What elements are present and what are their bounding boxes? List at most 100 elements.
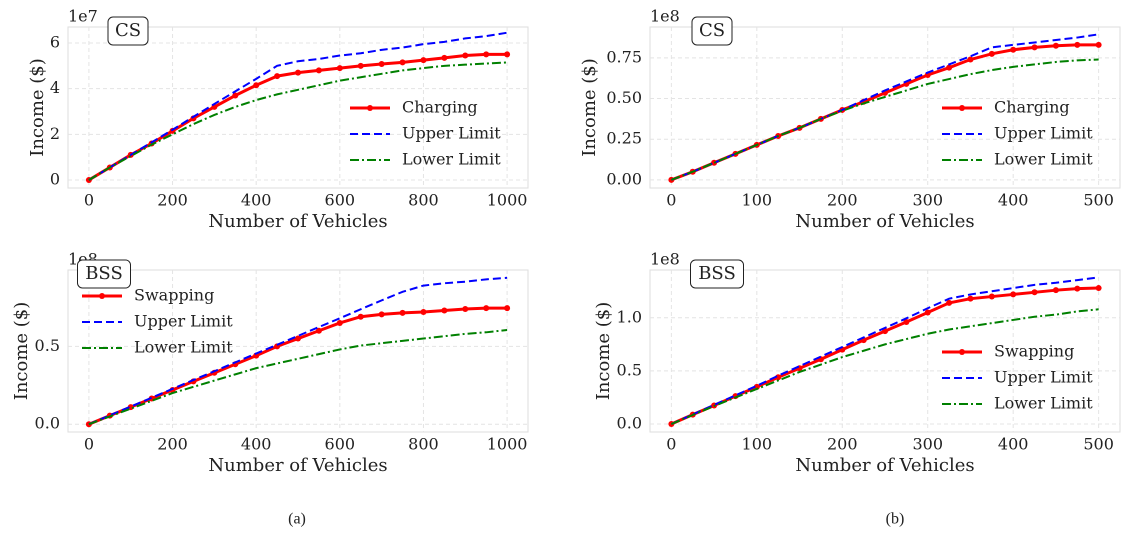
x-tick-label: 300 [912,435,943,454]
legend-label: Charging [402,98,478,117]
plot-area [649,26,1121,189]
data-point [420,309,427,316]
series-line [671,58,1099,181]
data-point [399,309,406,316]
data-point [336,65,343,72]
legend-label: Upper Limit [402,124,501,143]
data-point [315,67,322,74]
y-tick-label: 0.50 [606,88,642,107]
legend-label: Swapping [134,286,214,305]
data-point [378,311,385,318]
x-tick-label: 200 [157,435,188,454]
y-tick-label: 0.25 [606,129,642,148]
data-point [1052,287,1059,294]
legend-label: Upper Limit [134,312,233,331]
data-point [1010,291,1017,298]
y-axis-label: Income ($) [593,302,614,401]
x-tick-label: 400 [241,191,272,210]
x-tick-label: 0 [666,435,676,454]
x-axis-label: Number of Vehicles [208,211,387,232]
x-tick-label: 200 [827,191,858,210]
annotation: BSS [85,263,123,284]
data-point [336,319,343,326]
legend-label: Upper Limit [994,124,1093,143]
y-axis-label: Income ($) [579,58,600,157]
axis-offset: 1e8 [650,7,680,26]
series-line [88,276,508,426]
series-line [88,61,508,181]
y-tick-label: 0.5 [617,360,642,379]
legend-label: Lower Limit [134,338,233,357]
y-tick-label: 0.0 [617,414,642,433]
data-point [1031,44,1038,51]
data-point [232,92,239,99]
data-point [1052,42,1059,49]
axis-offset: 1e8 [650,250,680,269]
data-point [441,54,448,61]
y-tick-label: 1.0 [617,307,642,326]
legend-label: Upper Limit [994,368,1093,387]
x-tick-label: 100 [742,191,773,210]
x-tick-label: 800 [408,191,439,210]
data-point [420,57,427,64]
data-point [946,64,953,71]
data-point [483,305,490,312]
legend-label: Lower Limit [994,394,1093,413]
plot-area [67,269,529,433]
y-tick-label: 4 [50,78,60,97]
data-point [1074,41,1081,48]
y-tick-label: 6 [50,32,60,51]
data-point [504,51,511,58]
x-tick-label: 800 [408,435,439,454]
x-axis-label: Number of Vehicles [795,455,974,476]
legend-marker [99,293,105,299]
data-point [253,352,260,359]
annotation: CS [115,20,141,41]
x-tick-label: 200 [157,191,188,210]
data-point [1095,41,1102,48]
data-point [483,51,490,58]
series-line [88,328,508,426]
y-tick-label: 0.5 [35,336,60,355]
data-point [378,60,385,67]
data-point [967,295,974,302]
y-tick-label: 2 [50,124,60,143]
legend-label: Charging [994,98,1070,117]
data-point [903,319,910,326]
caption: (a) [288,511,306,528]
axis-offset: 1e7 [68,7,98,26]
data-point [1031,289,1038,296]
x-tick-label: 600 [325,435,356,454]
annotation-box [690,259,744,289]
data-point [924,309,931,316]
legend-label: Swapping [994,342,1074,361]
y-tick-label: 0.0 [35,414,60,433]
annotation-box [691,16,733,46]
data-point [399,59,406,66]
data-point [504,305,511,312]
legend-label: Lower Limit [994,150,1093,169]
legend-marker [959,349,965,355]
data-point [1074,285,1081,292]
x-tick-label: 0 [666,191,676,210]
annotation-box [107,16,149,46]
series-line [670,276,1099,425]
legend-marker [959,105,965,111]
x-tick-label: 0 [84,191,94,210]
annotation-box [77,259,131,289]
data-point [462,52,469,59]
x-tick-label: 1000 [487,435,528,454]
x-tick-label: 600 [325,191,356,210]
x-tick-label: 500 [1083,191,1114,210]
x-axis-label: Number of Vehicles [208,455,387,476]
data-point [946,299,953,306]
y-tick-label: 0.75 [606,47,642,66]
plot-area [67,26,529,189]
caption: (b) [886,511,905,528]
data-point [988,293,995,300]
data-point [357,62,364,69]
data-point [253,82,260,89]
data-point [295,69,301,76]
